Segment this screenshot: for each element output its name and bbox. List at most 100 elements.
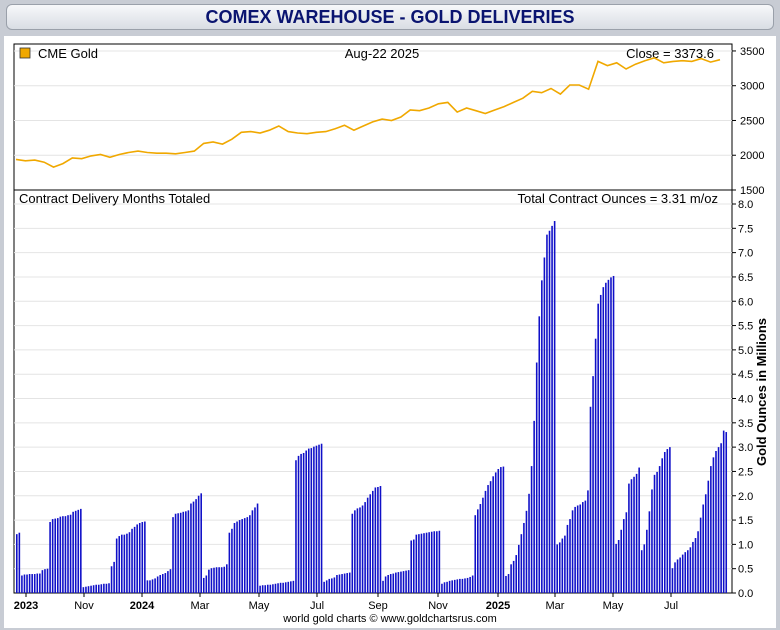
delivery-bar <box>333 577 336 593</box>
delivery-bar <box>464 578 466 593</box>
delivery-bar <box>208 569 210 593</box>
delivery-bar <box>92 585 95 593</box>
delivery-bar <box>115 538 118 593</box>
delivery-bar <box>512 560 515 593</box>
delivery-bar <box>482 497 484 593</box>
delivery-bar <box>425 532 428 593</box>
delivery-bar <box>36 573 39 593</box>
delivery-bar <box>651 489 653 593</box>
delivery-bar <box>310 448 313 593</box>
deliveries-tick-label: 2.0 <box>738 491 753 503</box>
delivery-bar <box>553 221 556 593</box>
delivery-bar <box>292 580 295 593</box>
delivery-bar <box>279 582 282 593</box>
price-plot-area <box>13 43 733 191</box>
delivery-bar <box>187 510 190 593</box>
delivery-bar <box>182 511 185 593</box>
date-label: Aug-22 2025 <box>345 46 419 61</box>
delivery-bar <box>658 466 661 593</box>
x-tick-label: Mar <box>191 600 210 612</box>
delivery-bar <box>372 490 374 593</box>
delivery-bar <box>646 529 648 593</box>
delivery-bar <box>44 569 46 593</box>
delivery-bar <box>430 531 433 593</box>
delivery-bar <box>617 540 620 593</box>
delivery-bar <box>571 510 574 593</box>
delivery-bar <box>249 515 251 593</box>
delivery-bar <box>128 532 131 593</box>
delivery-bar <box>420 533 423 593</box>
delivery-bar <box>543 257 546 593</box>
delivery-bar <box>21 575 23 593</box>
delivery-bar <box>177 513 179 593</box>
delivery-bar <box>584 500 587 593</box>
delivery-bar <box>625 512 628 593</box>
delivery-bar <box>610 277 612 593</box>
delivery-bar <box>41 570 44 593</box>
delivery-bar <box>687 550 689 593</box>
x-tick-label: Nov <box>74 600 94 612</box>
chart-panel: 3500 3000 2500 2000 1500 CME Gold Aug-22 202… <box>4 36 776 628</box>
delivery-bar <box>213 567 215 593</box>
delivery-bar <box>287 581 290 593</box>
delivery-bar <box>85 586 87 593</box>
deliveries-y-axis: 8.0 7.5 7.0 6.5 6.0 5.5 5.0 4.5 4.0 3.5 3.0 2.5 2.0 1… <box>732 199 753 600</box>
deliveries-panel: 8.0 7.5 7.0 6.5 6.0 5.5 5.0 4.5 4.0 3.5 3.0 2.5 2.0 1… <box>13 189 769 612</box>
delivery-bar <box>161 574 164 593</box>
delivery-bar <box>202 577 205 593</box>
delivery-bar <box>722 430 725 593</box>
delivery-bar <box>717 447 720 594</box>
delivery-bar <box>448 580 451 593</box>
delivery-bar <box>254 507 256 593</box>
delivery-bar <box>576 505 579 593</box>
delivery-bar <box>190 503 192 593</box>
delivery-bar <box>192 501 195 593</box>
delivery-bar <box>622 519 625 593</box>
x-tick-label: Jul <box>310 600 324 612</box>
delivery-bar <box>59 516 62 593</box>
delivery-bars <box>16 221 728 594</box>
delivery-bar <box>535 362 538 593</box>
delivery-bar <box>477 509 479 593</box>
delivery-bar <box>459 578 461 593</box>
delivery-bar <box>205 575 208 593</box>
delivery-bar <box>277 583 279 593</box>
delivery-bar <box>620 529 623 593</box>
delivery-bar <box>661 458 663 593</box>
delivery-bar <box>74 510 77 593</box>
delivery-bar <box>663 451 666 593</box>
delivery-bar <box>338 574 341 593</box>
delivery-bar <box>638 467 640 593</box>
delivery-bar <box>121 534 123 593</box>
x-tick-label: Nov <box>428 600 448 612</box>
delivery-bar <box>141 522 144 593</box>
delivery-bar <box>295 460 297 593</box>
delivery-bar <box>697 531 699 593</box>
delivery-bar <box>377 487 379 593</box>
delivery-bar <box>674 562 676 593</box>
delivery-bar <box>336 575 338 593</box>
delivery-bar <box>436 531 438 593</box>
delivery-bar <box>39 573 41 593</box>
deliveries-tick-label: 6.0 <box>738 296 753 308</box>
delivery-bar <box>282 582 284 593</box>
delivery-bar <box>108 583 110 593</box>
delivery-bar <box>558 542 561 593</box>
delivery-bar <box>113 561 115 593</box>
delivery-bar <box>274 583 277 593</box>
delivery-bar <box>97 584 100 593</box>
legend-swatch <box>19 47 31 59</box>
delivery-bar <box>397 572 400 593</box>
delivery-bar <box>62 516 64 593</box>
delivery-bar <box>131 528 133 593</box>
delivery-bar <box>123 534 126 593</box>
delivery-bar <box>592 376 594 593</box>
delivery-bar <box>348 572 351 593</box>
x-tick-label: Jul <box>664 600 678 612</box>
price-tick-label: 2000 <box>740 150 764 162</box>
deliveries-left-title: Contract Delivery Months Totaled <box>19 191 210 206</box>
delivery-bar <box>374 487 377 593</box>
delivery-bar <box>643 544 646 594</box>
footer-credit: world gold charts © www.goldchartsrus.co… <box>282 613 497 625</box>
delivery-bar <box>681 554 684 593</box>
